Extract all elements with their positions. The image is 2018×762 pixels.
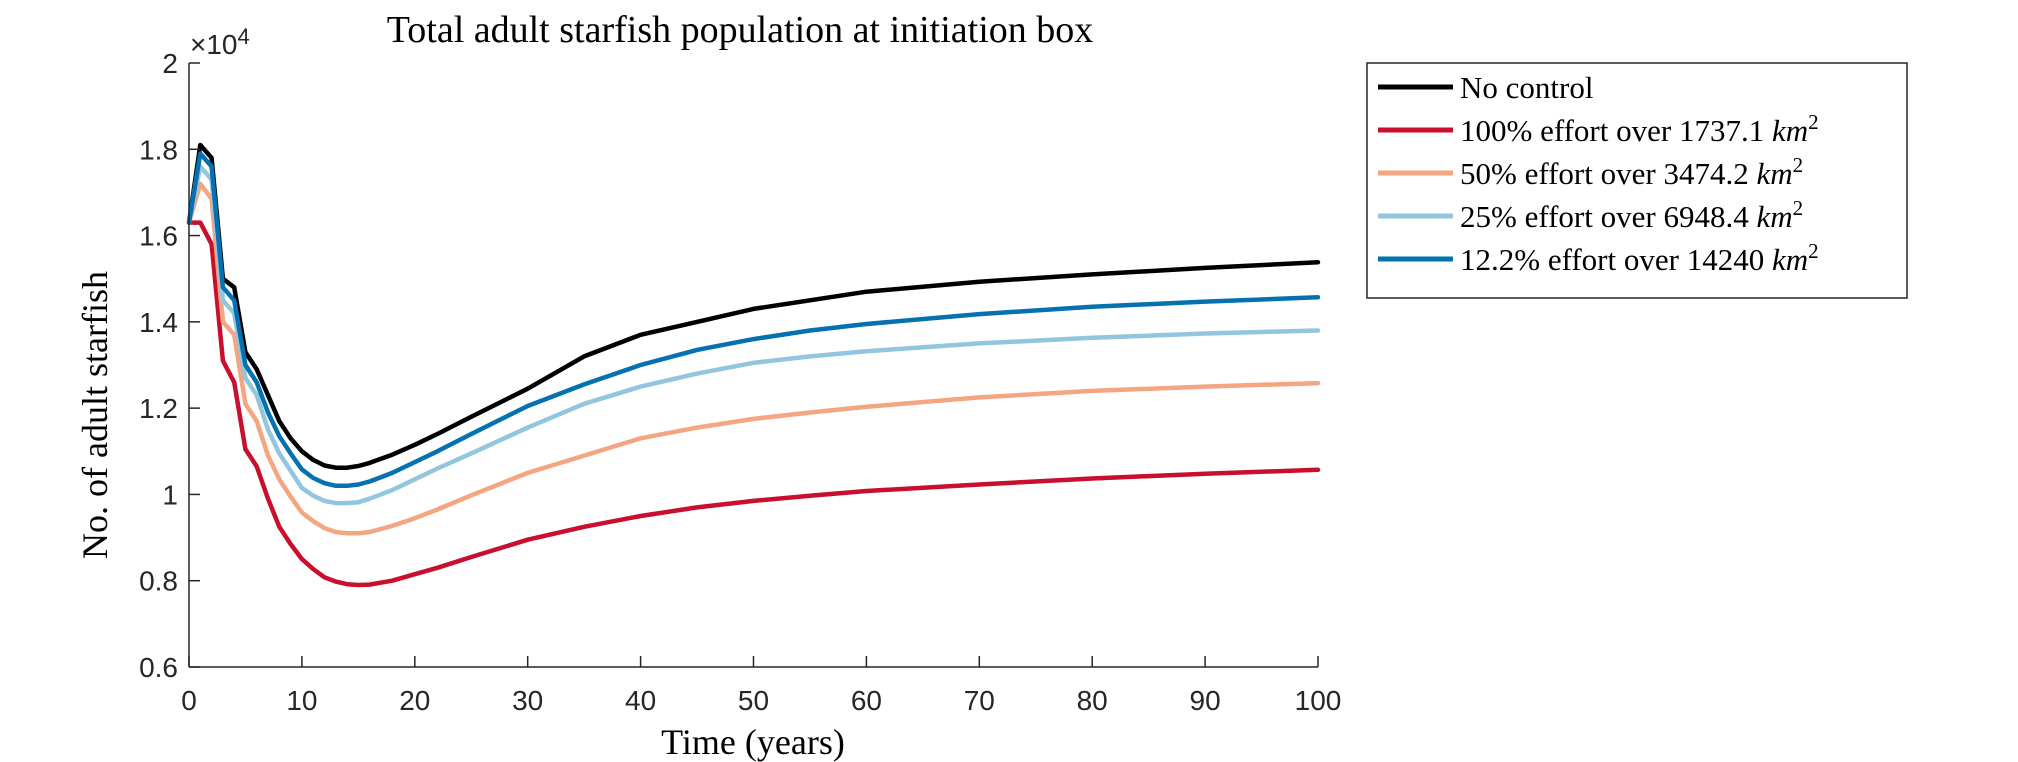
x-tick-label: 40 <box>625 685 656 716</box>
x-tick-label: 100 <box>1295 685 1342 716</box>
x-axis-label: Time (years) <box>661 722 845 762</box>
svg-text:×104: ×104 <box>190 24 250 60</box>
legend-label-2: 50% effort over 3474.2 km2 <box>1460 153 1803 191</box>
legend-label-4: 12.2% effort over 14240 km2 <box>1460 239 1819 277</box>
x-tick-label: 90 <box>1190 685 1221 716</box>
series-line-2 <box>186 181 1321 536</box>
legend-label-0: No control <box>1460 70 1593 105</box>
x-tick-label: 50 <box>738 685 769 716</box>
x-tick-label: 0 <box>181 685 197 716</box>
legend-box <box>1366 62 1908 299</box>
x-tick-label: 70 <box>964 685 995 716</box>
x-tick-label: 80 <box>1077 685 1108 716</box>
x-tick-label: 30 <box>512 685 543 716</box>
series-line-4 <box>186 151 1321 489</box>
y-tick-label: 1.6 <box>139 221 178 252</box>
x-tick-label: 60 <box>851 685 882 716</box>
legend-label-3: 25% effort over 6948.4 km2 <box>1460 196 1803 234</box>
x-tick-label: 10 <box>286 685 317 716</box>
y-multiplier: ×104 <box>190 24 250 60</box>
y-tick-label: 2 <box>162 48 178 79</box>
y-axis-label: No. of adult starfish <box>75 271 115 559</box>
x-tick-label: 20 <box>399 685 430 716</box>
y-tick-label: 1.8 <box>139 134 178 165</box>
series-line-1 <box>186 220 1321 588</box>
y-multiplier-base: ×10 <box>190 29 238 60</box>
series-line-0 <box>186 142 1321 470</box>
axes: 0 10 20 30 40 50 60 70 80 90 100 0.6 0.8 1 1.2 1.4 1.6 1.… <box>139 48 1341 716</box>
y-tick-label: 0.6 <box>139 652 178 683</box>
y-tick-label: 0.8 <box>139 566 178 597</box>
series-line-3 <box>186 164 1321 506</box>
y-tick-label: 1.4 <box>139 307 178 338</box>
y-tick-label: 1 <box>162 479 178 510</box>
y-multiplier-exp: 4 <box>238 24 250 49</box>
y-tick-label: 1.2 <box>139 393 178 424</box>
plot-area <box>186 142 1321 588</box>
legend-label-1: 100% effort over 1737.1 km2 <box>1460 110 1819 148</box>
chart-title: Total adult starfish population at initi… <box>387 9 1094 51</box>
legend: No control 100% effort over 1737.1 km2 50%… <box>1366 62 1908 299</box>
